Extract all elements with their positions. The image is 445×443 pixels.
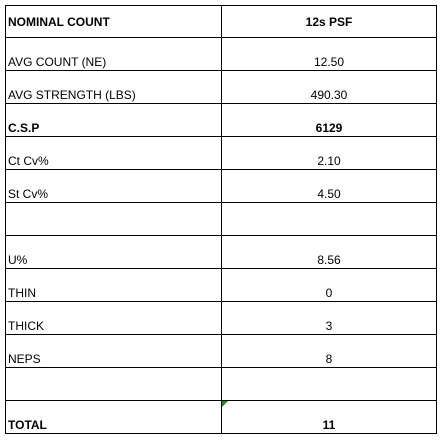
row-value-nominal-count[interactable]: 12s PSF	[221, 5, 437, 38]
spreadsheet-area: NOMINAL COUNT 12s PSF AVG COUNT (NE) 12.…	[5, 5, 437, 437]
row-label-avg-strength[interactable]: AVG STRENGTH (LBS)	[5, 70, 222, 104]
row-value-total: 11	[322, 418, 336, 432]
row-label-total[interactable]: TOTAL	[5, 400, 222, 434]
row-value-empty[interactable]	[221, 202, 437, 236]
table-row: TOTAL 11	[5, 400, 437, 434]
row-label-ct-cv[interactable]: Ct Cv%	[5, 136, 222, 170]
row-value-empty[interactable]	[221, 367, 437, 401]
row-label-avg-count[interactable]: AVG COUNT (NE)	[5, 37, 222, 71]
row-label-u-percent[interactable]: U%	[5, 235, 222, 269]
row-value-neps[interactable]: 8	[221, 334, 437, 368]
table-row: U% 8.56	[5, 235, 437, 269]
row-label-st-cv[interactable]: St Cv%	[5, 169, 222, 203]
table-row: NOMINAL COUNT 12s PSF	[5, 5, 437, 38]
row-value-thin[interactable]: 0	[221, 268, 437, 302]
row-label-empty[interactable]	[5, 367, 222, 401]
formula-indicator-icon	[222, 401, 228, 407]
row-value-avg-strength[interactable]: 490.30	[221, 70, 437, 104]
table-row: THICK 3	[5, 301, 437, 335]
table-row: NEPS 8	[5, 334, 437, 368]
row-value-csp[interactable]: 6129	[221, 103, 437, 137]
table-row: THIN 0	[5, 268, 437, 302]
table-row: C.S.P 6129	[5, 103, 437, 137]
row-value-st-cv[interactable]: 4.50	[221, 169, 437, 203]
table-row-empty	[5, 202, 437, 236]
table-row: St Cv% 4.50	[5, 169, 437, 203]
row-value-ct-cv[interactable]: 2.10	[221, 136, 437, 170]
table-row: Ct Cv% 2.10	[5, 136, 437, 170]
row-value-total-cell[interactable]: 11	[221, 400, 437, 434]
row-value-u-percent[interactable]: 8.56	[221, 235, 437, 269]
yarn-test-table: NOMINAL COUNT 12s PSF AVG COUNT (NE) 12.…	[5, 5, 437, 434]
row-label-neps[interactable]: NEPS	[5, 334, 222, 368]
row-value-avg-count[interactable]: 12.50	[221, 37, 437, 71]
table-row: AVG STRENGTH (LBS) 490.30	[5, 70, 437, 104]
table-row-empty	[5, 367, 437, 401]
row-label-thick[interactable]: THICK	[5, 301, 222, 335]
row-value-thick[interactable]: 3	[221, 301, 437, 335]
row-label-thin[interactable]: THIN	[5, 268, 222, 302]
table-row: AVG COUNT (NE) 12.50	[5, 37, 437, 71]
row-label-csp[interactable]: C.S.P	[5, 103, 222, 137]
row-label-empty[interactable]	[5, 202, 222, 236]
row-label-nominal-count[interactable]: NOMINAL COUNT	[5, 5, 222, 38]
